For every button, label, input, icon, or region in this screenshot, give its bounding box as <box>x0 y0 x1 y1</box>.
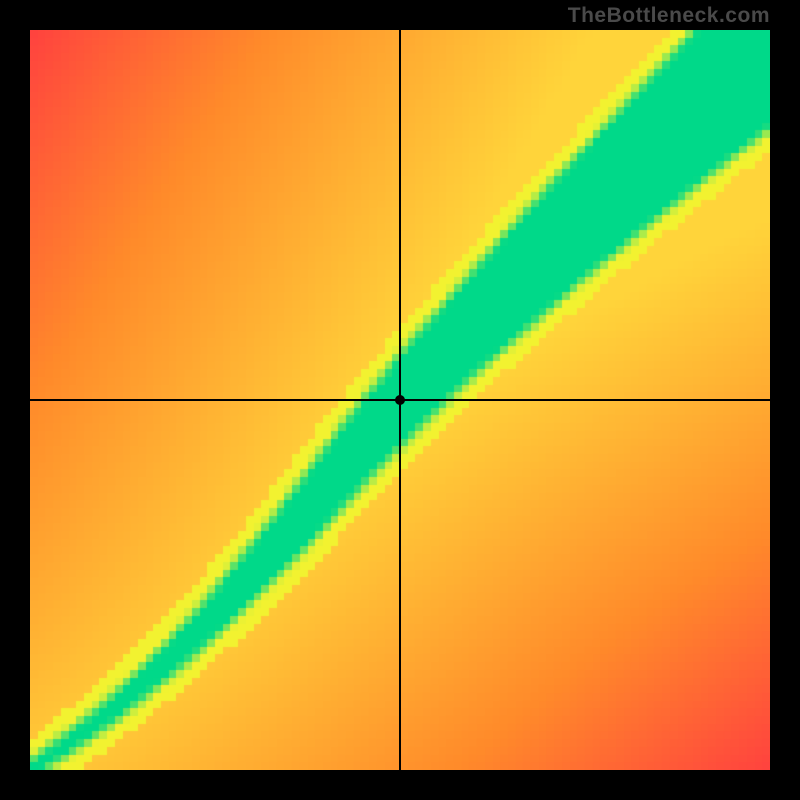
heatmap-canvas <box>30 30 770 770</box>
heatmap-plot <box>30 30 770 770</box>
watermark-text: TheBottleneck.com <box>568 4 770 28</box>
